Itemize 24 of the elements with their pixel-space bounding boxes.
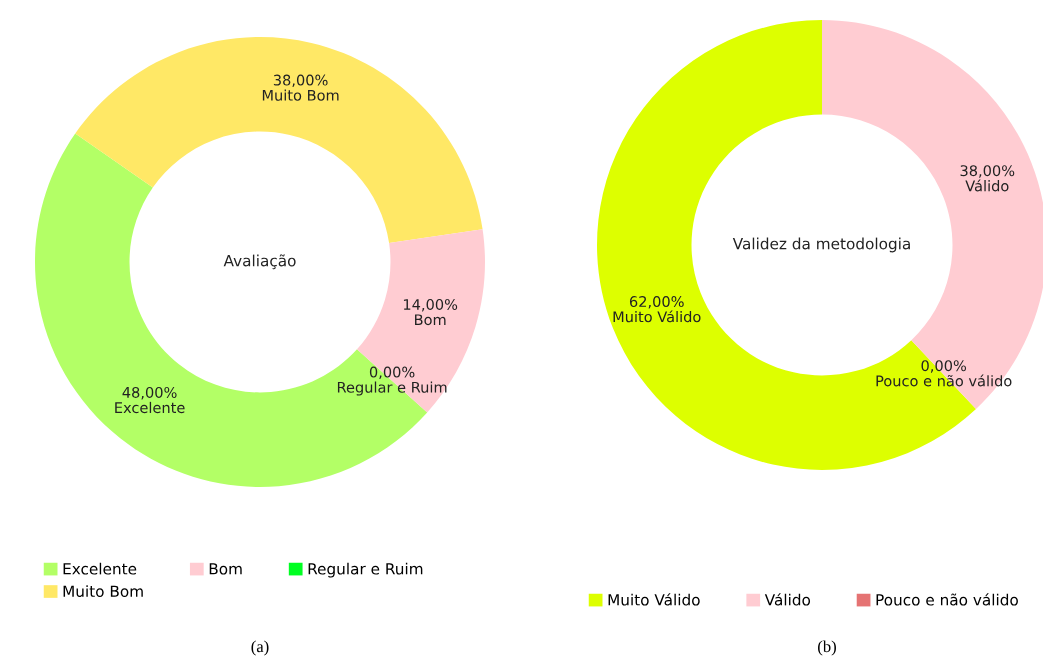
donut-slice	[75, 37, 483, 243]
legend-label: Pouco e não válido	[876, 593, 1018, 606]
slice-label: Bom	[415, 314, 446, 326]
data-label: 48,00%	[122, 386, 177, 400]
category-label: Regular e Ruim	[337, 381, 447, 396]
legend-label: Muito Válido	[608, 593, 700, 606]
legend-label: Muito Bom	[63, 585, 143, 598]
text: (b)	[818, 640, 836, 656]
data-label: 38,00%	[960, 165, 1015, 178]
legend-label: Regular e Ruim	[308, 562, 423, 578]
text: (a)	[251, 640, 269, 656]
data-label: 38,00%	[273, 74, 328, 88]
text: Avaliação	[223, 254, 296, 270]
slice-label: Muito Válido	[613, 310, 701, 323]
legend-label: Bom	[209, 563, 242, 575]
text: 0,00%	[369, 366, 415, 380]
data-label: 14,00%	[403, 298, 458, 312]
slice-label: Válido	[965, 179, 1009, 192]
text: Validez da metodologia	[732, 237, 910, 253]
legend-label: Válido	[764, 593, 811, 606]
slice-label: Excelente	[115, 401, 185, 414]
legend-label: Excelente	[63, 562, 137, 575]
data-label: 62,00%	[629, 296, 684, 309]
slice-label: Muito Bom	[262, 89, 339, 101]
